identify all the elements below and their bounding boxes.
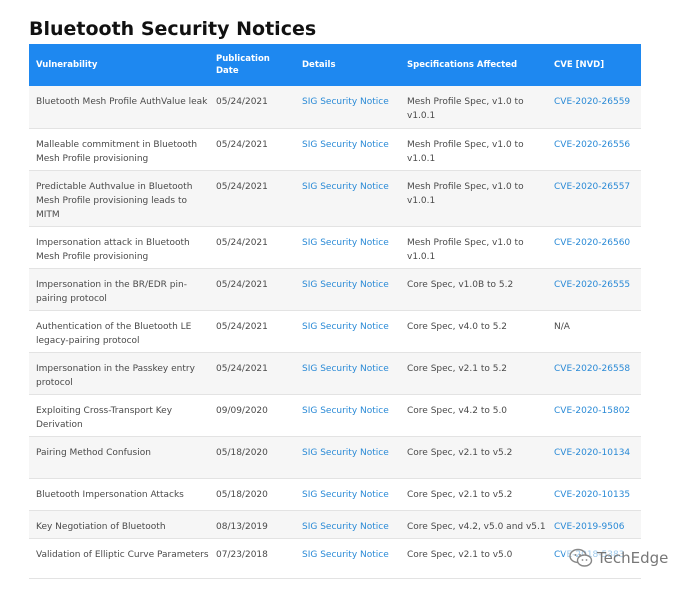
cell-specifications-affected: Core Spec, v1.0B to 5.2 [400,268,547,311]
details-link[interactable]: SIG Security Notice [295,226,400,269]
page-title: Bluetooth Security Notices [29,18,317,40]
cell-publication-date: 05/24/2021 [209,86,295,129]
cell-vulnerability: Impersonation in the BR/EDR pin-pairing … [29,268,209,311]
table-row: Bluetooth Mesh Profile AuthValue leak 05/… [29,86,641,129]
cell-publication-date: 05/24/2021 [209,310,295,353]
cell-vulnerability: Predictable Authvalue in Bluetooth Mesh … [29,170,209,227]
cell-publication-date: 08/13/2019 [209,510,295,539]
table-row: Exploiting Cross-Transport Key Derivatio… [29,394,641,437]
cell-publication-date: 05/24/2021 [209,352,295,395]
cell-specifications-affected: Core Spec, v4.2 to 5.0 [400,394,547,437]
table-row: Predictable Authvalue in Bluetooth Mesh … [29,170,641,227]
cell-vulnerability: Pairing Method Confusion [29,436,209,479]
cve-link[interactable]: CVE-2020-26555 [547,268,641,311]
details-link[interactable]: SIG Security Notice [295,394,400,437]
cell-specifications-affected: Core Spec, v2.1 to v5.2 [400,436,547,479]
table-row: Impersonation in the Passkey entry proto… [29,352,641,395]
cell-publication-date: 09/09/2020 [209,394,295,437]
cell-specifications-affected: Mesh Profile Spec, v1.0 to v1.0.1 [400,170,547,227]
cell-vulnerability: Impersonation in the Passkey entry proto… [29,352,209,395]
cve-link[interactable]: CVE-2020-26558 [547,352,641,395]
details-link[interactable]: SIG Security Notice [295,352,400,395]
cve-link[interactable]: CVE-2020-15802 [547,394,641,437]
details-link[interactable]: SIG Security Notice [295,436,400,479]
table-row: Bluetooth Impersonation Attacks 05/18/202… [29,478,641,511]
cve-link[interactable]: CVE-2020-10135 [547,478,641,511]
cell-specifications-affected: Mesh Profile Spec, v1.0 to v1.0.1 [400,86,547,129]
table-header: Vulnerability Publication Date Details S… [29,44,641,86]
cell-vulnerability: Validation of Elliptic Curve Parameters [29,538,209,579]
wechat-icon [569,548,593,567]
cell-publication-date: 05/24/2021 [209,268,295,311]
cell-specifications-affected: Core Spec, v2.1 to v5.2 [400,478,547,511]
cell-vulnerability: Bluetooth Mesh Profile AuthValue leak [29,86,209,129]
cell-publication-date: 05/24/2021 [209,170,295,227]
header-vulnerability[interactable]: Vulnerability [29,44,209,86]
cell-publication-date: 07/23/2018 [209,538,295,579]
cell-vulnerability: Malleable commitment in Bluetooth Mesh P… [29,128,209,171]
details-link[interactable]: SIG Security Notice [295,86,400,129]
table-row: Validation of Elliptic Curve Parameters 0… [29,538,641,579]
cell-specifications-affected: Mesh Profile Spec, v1.0 to v1.0.1 [400,226,547,269]
table-row: Key Negotiation of Bluetooth 08/13/2019 SI… [29,510,641,539]
table-row: Pairing Method Confusion 05/18/2020 SIG Se… [29,436,641,479]
table-body: Bluetooth Mesh Profile AuthValue leak 05/… [29,86,641,579]
cell-publication-date: 05/24/2021 [209,226,295,269]
cve-link[interactable]: CVE-2020-26560 [547,226,641,269]
details-link[interactable]: SIG Security Notice [295,510,400,539]
table-row: Impersonation attack in Bluetooth Mesh P… [29,226,641,269]
details-link[interactable]: SIG Security Notice [295,310,400,353]
cell-vulnerability: Exploiting Cross-Transport Key Derivatio… [29,394,209,437]
cve-link[interactable]: CVE-2020-26556 [547,128,641,171]
cell-specifications-affected: Core Spec, v2.1 to v5.0 [400,538,547,579]
cell-vulnerability: Key Negotiation of Bluetooth [29,510,209,539]
header-specifications-affected[interactable]: Specifications Affected [400,44,547,86]
cell-publication-date: 05/18/2020 [209,436,295,479]
cve-link[interactable]: CVE-2020-10134 [547,436,641,479]
cell-vulnerability: Impersonation attack in Bluetooth Mesh P… [29,226,209,269]
cell-vulnerability: Bluetooth Impersonation Attacks [29,478,209,511]
security-notices-table: Vulnerability Publication Date Details S… [29,44,641,579]
header-details[interactable]: Details [295,44,400,86]
details-link[interactable]: SIG Security Notice [295,478,400,511]
table-row: Authentication of the Bluetooth LE legac… [29,310,641,353]
details-link[interactable]: SIG Security Notice [295,128,400,171]
cell-publication-date: 05/24/2021 [209,128,295,171]
header-publication-date[interactable]: Publication Date [209,44,295,86]
details-link[interactable]: SIG Security Notice [295,268,400,311]
cell-specifications-affected: Mesh Profile Spec, v1.0 to v1.0.1 [400,128,547,171]
cell-specifications-affected: Core Spec, v4.2, v5.0 and v5.1 [400,510,547,539]
table-row: Malleable commitment in Bluetooth Mesh P… [29,128,641,171]
cell-vulnerability: Authentication of the Bluetooth LE legac… [29,310,209,353]
watermark: TechEdge [565,548,675,568]
watermark-text: TechEdge [597,549,669,567]
table-row: Impersonation in the BR/EDR pin-pairing … [29,268,641,311]
cell-specifications-affected: Core Spec, v2.1 to 5.2 [400,352,547,395]
details-link[interactable]: SIG Security Notice [295,538,400,579]
cve-link: N/A [547,310,641,353]
cve-link[interactable]: CVE-2020-26559 [547,86,641,129]
cve-link[interactable]: CVE-2019-9506 [547,510,641,539]
header-row: Vulnerability Publication Date Details S… [29,44,641,86]
header-cve[interactable]: CVE [NVD] [547,44,641,86]
cell-publication-date: 05/18/2020 [209,478,295,511]
cell-specifications-affected: Core Spec, v4.0 to 5.2 [400,310,547,353]
cve-link[interactable]: CVE-2020-26557 [547,170,641,227]
details-link[interactable]: SIG Security Notice [295,170,400,227]
